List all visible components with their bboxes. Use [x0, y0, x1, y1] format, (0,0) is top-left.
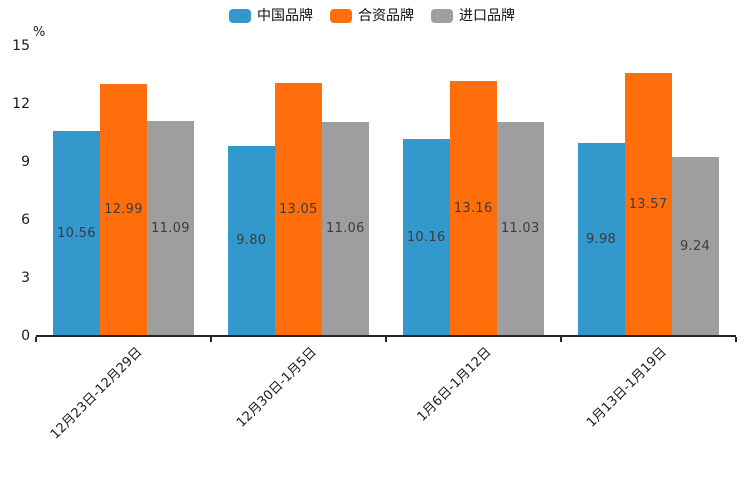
bar-joint-venture-brand-group-2: 13.05: [274, 83, 322, 336]
y-axis-tick-label: 6: [21, 211, 30, 228]
bar-china-brand-group-2: 9.80: [227, 146, 275, 336]
bar-value-label: 10.16: [406, 229, 446, 245]
bar-value-label: 12.99: [104, 202, 143, 218]
x-axis-category-label: 1月6日-1月12日: [414, 344, 495, 425]
y-axis-tick-label: 15: [12, 37, 30, 54]
x-axis-tick: [35, 336, 37, 342]
bar-value-label: 13.05: [278, 201, 318, 217]
x-axis-tick: [734, 336, 737, 342]
bar-value-label: 13.16: [453, 200, 493, 216]
legend-swatch-import-brand-icon: [431, 9, 453, 23]
bar-value-label: 13.57: [628, 196, 668, 212]
x-axis-category-label: 12月30日-1月5日: [233, 344, 320, 431]
y-axis-tick-label: 3: [21, 269, 30, 286]
bar-import-brand-group-4: 9.24: [671, 156, 719, 336]
bar-value-label: 11.03: [500, 221, 540, 237]
legend-label: 合资品牌: [358, 8, 414, 24]
y-axis-tick-label: 9: [21, 153, 30, 170]
legend-item-china-brand[interactable]: 中国品牌: [229, 7, 313, 25]
bar-joint-venture-brand-group-3: 13.16: [449, 81, 497, 336]
legend-label: 中国品牌: [257, 8, 313, 24]
legend-swatch-china-brand-icon: [229, 9, 251, 23]
bar-import-brand-group-2: 11.06: [321, 121, 369, 336]
legend-label: 进口品牌: [459, 8, 515, 24]
y-axis-tick-label: 0: [21, 327, 30, 344]
x-axis-category-label: 12月23日-12月29日: [47, 344, 145, 443]
bar-china-brand-group-3: 10.16: [402, 139, 450, 336]
x-axis: [36, 334, 736, 337]
bar-value-label: 9.98: [585, 231, 617, 247]
chart-legend: 中国品牌 合资品牌 进口品牌: [0, 7, 744, 25]
bar-value-label: 9.24: [679, 238, 711, 254]
bar-import-brand-group-1: 11.09: [146, 121, 194, 336]
bar-china-brand-group-4: 9.98: [577, 142, 625, 336]
bar-value-label: 11.09: [151, 220, 190, 236]
x-axis-tick: [384, 336, 387, 342]
bar-value-label: 11.06: [325, 221, 365, 237]
y-axis-unit-label: %: [33, 25, 46, 40]
x-axis-tick: [559, 336, 562, 342]
legend-swatch-joint-venture-brand-icon: [330, 9, 352, 23]
bar-joint-venture-brand-group-4: 13.57: [624, 73, 672, 336]
bar-joint-venture-brand-group-1: 12.99: [99, 84, 147, 336]
x-axis-category-label: 1月13日-1月19日: [583, 344, 670, 431]
bar-import-brand-group-3: 11.03: [496, 122, 544, 336]
legend-item-joint-venture-brand[interactable]: 合资品牌: [330, 7, 414, 25]
bar-value-label: 10.56: [57, 225, 96, 241]
bar-value-label: 9.80: [236, 233, 267, 249]
x-axis-tick: [209, 336, 212, 342]
bar-china-brand-group-1: 10.56: [52, 131, 100, 336]
y-axis-tick-label: 12: [12, 95, 30, 112]
legend-item-import-brand[interactable]: 进口品牌: [431, 7, 515, 25]
